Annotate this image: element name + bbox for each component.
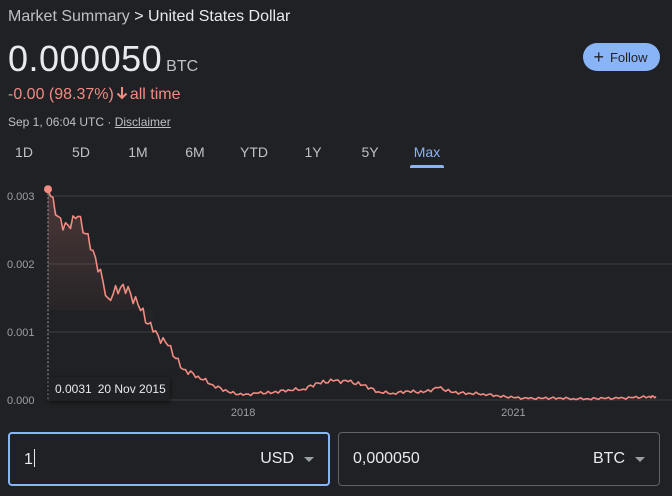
y-tick-label: 0.001 (7, 327, 35, 339)
from-currency-select[interactable]: USD (260, 450, 294, 467)
x-tick-label: 2018 (231, 407, 255, 419)
arrow-down-icon (116, 87, 128, 100)
text-cursor (33, 449, 35, 467)
tab-1y[interactable]: 1Y (304, 144, 322, 160)
change-period: all time (129, 86, 181, 103)
price-area-fill (48, 189, 154, 332)
active-tab-indicator (410, 165, 444, 168)
price-value: 0.000050 (8, 38, 163, 79)
tab-ytd[interactable]: YTD (240, 144, 268, 160)
y-tick-label: 0.002 (7, 259, 35, 271)
follow-button[interactable]: + Follow (583, 43, 660, 71)
price-unit: BTC (166, 58, 199, 75)
plus-icon: + (593, 46, 604, 67)
tab-max[interactable]: Max (413, 144, 441, 160)
tab-6m[interactable]: 6M (185, 144, 205, 160)
disclaimer-link[interactable]: Disclaimer (114, 115, 171, 129)
price-chart[interactable]: 0.003 0.002 0.001 0.000 2018 2021 (0, 180, 672, 420)
price-change: -0.00 (98.37%) all time (8, 86, 181, 104)
tab-5d[interactable]: 5D (72, 144, 90, 160)
y-tick-label: 0.000 (7, 395, 35, 407)
tab-5y[interactable]: 5Y (361, 144, 379, 160)
chevron-down-icon[interactable] (304, 456, 314, 462)
timestamp-line: Sep 1, 06:04 UTC · Disclaimer (8, 115, 171, 129)
from-amount-field[interactable]: 1 USD (8, 432, 330, 486)
chevron-down-icon[interactable] (635, 456, 645, 462)
price-line (47, 188, 657, 401)
change-value: -0.00 (98.37%) (8, 86, 114, 103)
follow-label: Follow (609, 49, 648, 65)
timestamp: Sep 1, 06:04 UTC · (8, 115, 115, 129)
to-currency-select[interactable]: BTC (593, 450, 625, 467)
price-display: 0.000050 BTC (8, 38, 198, 80)
breadcrumb-separator: > (129, 8, 149, 25)
breadcrumb-parent-link[interactable]: Market Summary (8, 8, 130, 25)
tab-1d[interactable]: 1D (15, 144, 33, 160)
x-tick-label: 2021 (501, 407, 525, 419)
time-range-tabs: 1D 5D 1M 6M YTD 1Y 5Y Max (0, 140, 672, 168)
to-amount-field[interactable]: 0,000050 BTC (338, 432, 660, 486)
breadcrumb: Market Summary > United States Dollar (8, 8, 290, 26)
y-tick-label: 0.003 (7, 191, 35, 203)
to-amount-input[interactable]: 0,000050 (353, 450, 420, 467)
chart-tooltip: 0.0031 20 Nov 2015 (49, 377, 170, 401)
breadcrumb-current: United States Dollar (148, 8, 291, 25)
tab-1m[interactable]: 1M (128, 144, 148, 160)
hover-point (44, 185, 52, 194)
tooltip-value: 0.0031 (55, 382, 92, 396)
tooltip-date: 20 Nov 2015 (97, 382, 166, 396)
from-amount-input[interactable]: 1 (24, 451, 33, 468)
